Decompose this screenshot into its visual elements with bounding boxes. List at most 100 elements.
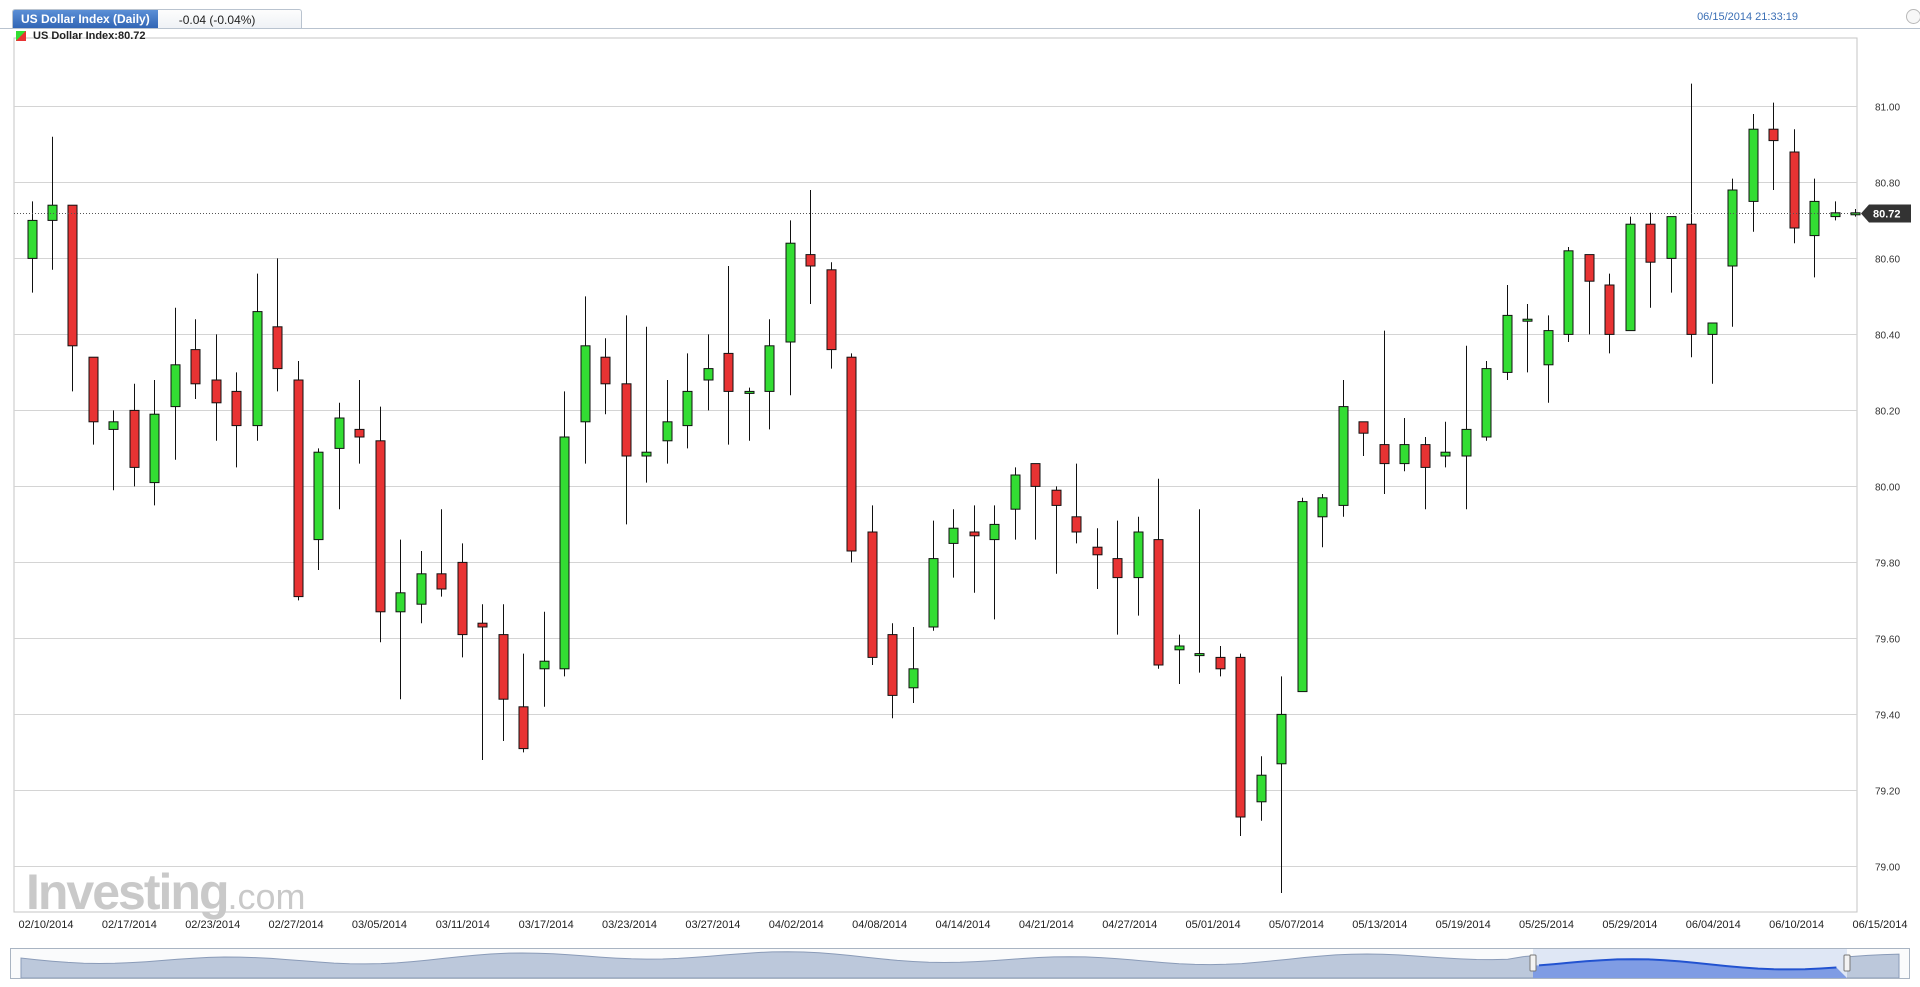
candle bbox=[1133, 516, 1144, 616]
candle bbox=[1420, 437, 1431, 510]
candle bbox=[1543, 315, 1554, 403]
candle-body bbox=[395, 592, 406, 613]
navigator-right-handle[interactable] bbox=[1843, 954, 1851, 972]
navigator-chart[interactable] bbox=[11, 948, 1909, 979]
candle-body bbox=[1666, 216, 1677, 259]
candle-body bbox=[1071, 516, 1082, 533]
candle-body bbox=[989, 523, 1000, 541]
candle-body bbox=[252, 311, 263, 427]
x-tick-label: 06/15/2014 bbox=[1852, 919, 1907, 931]
candle-body bbox=[1645, 223, 1656, 263]
candle bbox=[621, 315, 632, 525]
x-tick-label: 02/17/2014 bbox=[102, 919, 157, 931]
y-tick-label: 80.40 bbox=[1875, 331, 1900, 342]
chart-tab[interactable]: US Dollar Index (Daily) -0.04 (-0.04%) bbox=[12, 9, 303, 29]
candle bbox=[989, 505, 1000, 620]
candle-body bbox=[1850, 212, 1861, 216]
candle bbox=[1666, 216, 1677, 293]
candle-body bbox=[1051, 489, 1062, 506]
candle-body bbox=[1727, 189, 1738, 267]
candle bbox=[1235, 653, 1246, 836]
candle bbox=[1194, 509, 1205, 673]
settings-circle-icon[interactable] bbox=[1906, 9, 1920, 24]
candle bbox=[1604, 273, 1615, 354]
candle bbox=[662, 380, 673, 464]
chart-legend: US Dollar Index:80.72 bbox=[16, 30, 146, 42]
candle-body bbox=[1543, 330, 1554, 366]
candle-body bbox=[108, 421, 119, 430]
candle bbox=[805, 190, 816, 304]
plot-frame bbox=[13, 37, 1858, 913]
navigator-scrollbar[interactable] bbox=[10, 948, 1910, 979]
candle-body bbox=[1174, 645, 1185, 651]
x-tick-label: 06/10/2014 bbox=[1769, 919, 1824, 931]
candle-body bbox=[1830, 212, 1841, 218]
candle-body bbox=[1030, 463, 1041, 487]
candle-body bbox=[1092, 546, 1103, 556]
candle-body bbox=[1153, 539, 1164, 666]
y-tick-label: 81.00 bbox=[1875, 103, 1900, 114]
candle bbox=[1481, 361, 1492, 441]
x-tick-label: 04/27/2014 bbox=[1102, 919, 1157, 931]
candle-body bbox=[47, 204, 58, 221]
candle bbox=[1789, 129, 1800, 244]
candle-body bbox=[272, 326, 283, 370]
x-tick-label: 04/02/2014 bbox=[769, 919, 824, 931]
candle-body bbox=[948, 527, 959, 544]
candle bbox=[457, 543, 468, 658]
y-tick-label: 79.80 bbox=[1875, 559, 1900, 570]
candle-body bbox=[190, 349, 201, 385]
x-tick-label: 04/14/2014 bbox=[935, 919, 990, 931]
x-tick-label: 04/21/2014 bbox=[1019, 919, 1074, 931]
candle-body bbox=[1276, 713, 1287, 765]
candle-body bbox=[1686, 223, 1697, 335]
candle bbox=[1112, 520, 1123, 635]
candle-body bbox=[1440, 451, 1451, 457]
candle-body bbox=[1010, 474, 1021, 510]
candle-body bbox=[1584, 254, 1595, 282]
navigator-selected-area bbox=[1533, 959, 1847, 978]
x-tick-label: 02/10/2014 bbox=[18, 919, 73, 931]
candle bbox=[785, 220, 796, 396]
candle bbox=[887, 623, 898, 719]
x-tick-label: 03/17/2014 bbox=[519, 919, 574, 931]
candle-body bbox=[1338, 406, 1349, 506]
candle bbox=[1051, 486, 1062, 574]
candle bbox=[1461, 345, 1472, 510]
candle bbox=[1563, 247, 1574, 342]
candle-body bbox=[27, 219, 38, 259]
timestamp: 06/15/2014 21:33:19 bbox=[1697, 11, 1798, 23]
candle-body bbox=[703, 368, 714, 381]
candlestick-icon bbox=[16, 31, 26, 41]
candle-body bbox=[908, 668, 919, 689]
candle-body bbox=[887, 634, 898, 696]
candle bbox=[498, 604, 509, 741]
candle-body bbox=[846, 356, 857, 552]
candle bbox=[1071, 463, 1082, 544]
chart-title: US Dollar Index (Daily) bbox=[13, 10, 158, 29]
candle bbox=[47, 136, 58, 270]
y-tick-label: 80.20 bbox=[1875, 407, 1900, 418]
candle-body bbox=[1502, 314, 1513, 373]
candle bbox=[518, 653, 529, 753]
candle-body bbox=[1399, 444, 1410, 465]
candle bbox=[1153, 478, 1164, 669]
candle-body bbox=[723, 352, 734, 392]
candle bbox=[1645, 212, 1656, 308]
candle bbox=[1502, 285, 1513, 380]
candle-body bbox=[67, 204, 78, 347]
y-tick-label: 80.60 bbox=[1875, 255, 1900, 266]
candle-body bbox=[641, 451, 652, 457]
x-tick-label: 03/11/2014 bbox=[436, 919, 490, 931]
candle bbox=[1584, 254, 1595, 335]
candle bbox=[1317, 494, 1328, 548]
candle bbox=[928, 520, 939, 631]
header-divider bbox=[0, 28, 1920, 29]
candle bbox=[948, 509, 959, 578]
candle bbox=[559, 391, 570, 677]
logo-suffix: .com bbox=[227, 876, 306, 917]
candle-body bbox=[1625, 223, 1636, 332]
candle-body bbox=[88, 356, 99, 423]
candle-body bbox=[1112, 558, 1123, 579]
navigator-left-handle[interactable] bbox=[1529, 954, 1537, 972]
